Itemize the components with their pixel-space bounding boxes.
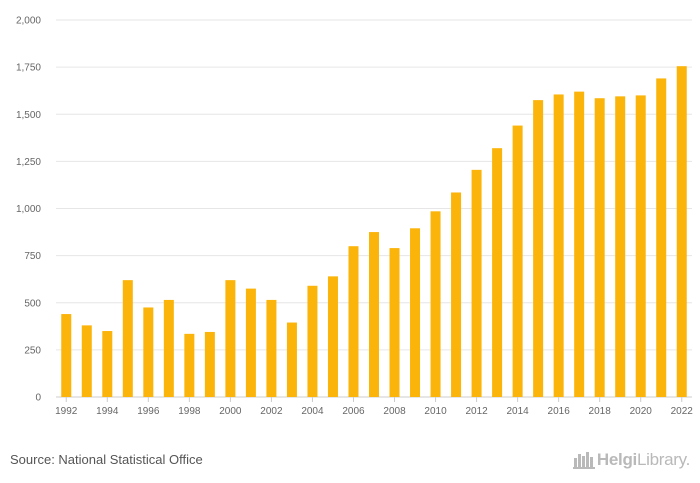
bar-2011	[451, 192, 462, 397]
bar-2022	[676, 66, 687, 398]
x-tick-label: 1996	[137, 406, 160, 417]
x-tick-label: 2004	[301, 406, 324, 417]
bar-2015	[533, 100, 544, 398]
bar-2005	[327, 276, 338, 397]
x-tick-label: 2012	[465, 406, 488, 417]
x-tick-label: 1994	[96, 406, 119, 417]
bar-1993	[81, 325, 92, 397]
bar-2003	[286, 322, 297, 397]
bar-2013	[492, 148, 503, 397]
x-tick-label: 2002	[260, 406, 283, 417]
bar-2004	[307, 285, 318, 397]
bar-2008	[389, 248, 400, 397]
bar-1994	[102, 331, 113, 397]
logo-text-part2: Library	[636, 450, 686, 469]
grid-lines	[56, 19, 692, 398]
y-tick-label: 1,000	[16, 204, 41, 215]
bar-2000	[225, 280, 236, 397]
bar-2007	[369, 232, 379, 397]
bar-1997	[163, 299, 174, 397]
x-tick-label: 2022	[671, 406, 694, 417]
y-tick-label: 1,250	[16, 157, 41, 168]
bar-2018	[594, 98, 605, 397]
bar-2002	[266, 299, 277, 397]
helgi-buildings-icon	[572, 452, 595, 469]
bars	[61, 66, 687, 398]
footer: Source: National Statistical Office Helg…	[0, 440, 700, 483]
y-tick-label: 250	[24, 345, 41, 356]
x-tick-label: 2000	[219, 406, 242, 417]
y-tick-label: 1,750	[16, 63, 41, 74]
bar-2014	[512, 125, 523, 397]
x-tick-label: 2010	[424, 406, 447, 417]
bar-2006	[348, 246, 359, 397]
bar-2012	[471, 169, 482, 397]
x-axis-ticks: 1992 1994 1996 1998 2000 2002 2004 2006 2008 2010…	[55, 397, 693, 417]
x-tick-label: 2014	[506, 406, 529, 417]
bar-2017	[574, 91, 585, 397]
x-tick-label: 2018	[589, 406, 612, 417]
x-tick-label: 2006	[342, 406, 365, 417]
source-note: Source: National Statistical Office	[10, 452, 203, 467]
x-tick-label: 1998	[178, 406, 201, 417]
y-tick-label: 0	[35, 393, 41, 404]
x-tick-label: 2020	[630, 406, 653, 417]
bar-1999	[204, 331, 215, 397]
bar-1998	[184, 333, 195, 397]
y-axis-ticks: 0 250 500 750 1,000 1,250 1,500 1,750 2,000	[16, 16, 41, 404]
bar-1996	[143, 307, 154, 397]
bar-chart: 0 250 500 750 1,000 1,250 1,500 1,750 2,000 1992…	[16, 16, 693, 418]
logo-dot: .	[685, 450, 691, 469]
bar-2010	[430, 211, 441, 397]
helgi-library-logo: HelgiLibrary.	[572, 448, 690, 472]
bar-2019	[615, 96, 626, 397]
bar-2021	[656, 78, 667, 397]
y-tick-label: 750	[24, 251, 41, 262]
bar-1995	[122, 280, 133, 397]
logo-text-part1: Helgi	[596, 450, 637, 469]
x-tick-label: 2008	[383, 406, 406, 417]
bar-2020	[635, 95, 646, 398]
bar-2001	[245, 288, 256, 397]
y-tick-label: 1,500	[16, 110, 41, 121]
y-tick-label: 500	[24, 298, 41, 309]
bar-2009	[410, 228, 421, 397]
y-tick-label: 2,000	[16, 16, 41, 27]
x-tick-label: 2016	[548, 406, 571, 417]
bar-1992	[61, 314, 72, 397]
logo-text: HelgiLibrary.	[597, 450, 690, 470]
bar-2016	[553, 94, 564, 398]
x-tick-label: 1992	[55, 406, 78, 417]
